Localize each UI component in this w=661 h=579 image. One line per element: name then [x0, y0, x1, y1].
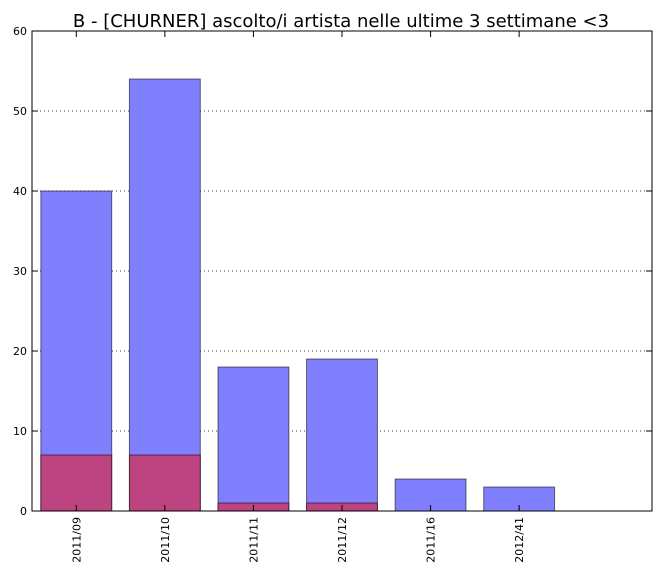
- bar-1-2011-11: [217, 366, 290, 512]
- y-tick-label: 60: [13, 25, 27, 38]
- bars: [40, 78, 556, 512]
- y-tick-label: 0: [20, 505, 27, 518]
- y-tick-label: 30: [13, 265, 27, 278]
- x-tick-label: 2011/12: [336, 517, 349, 563]
- x-axis-ticks: 2011/09 2011/10 2011/11 2011/12 2011/16 2012/…: [70, 31, 526, 563]
- chart-title: B - [CHURNER] ascolto/i artista nelle ul…: [73, 11, 609, 32]
- bar-1-2011-10: [128, 78, 201, 512]
- x-tick-label: 2011/16: [425, 517, 438, 563]
- x-tick-label: 2011/11: [247, 517, 260, 563]
- y-tick-label: 20: [13, 345, 27, 358]
- x-tick-label: 2012/41: [513, 517, 526, 563]
- y-axis-ticks: 0 10 20 30 40 50 60: [13, 25, 652, 518]
- bar-2-2011-09: [40, 454, 113, 512]
- y-tick-label: 40: [13, 185, 27, 198]
- gridlines: [32, 110, 652, 432]
- bar-1-2011-12: [306, 358, 378, 512]
- x-tick-label: 2011/09: [70, 517, 83, 563]
- x-tick-label: 2011/10: [159, 517, 172, 563]
- bar-2-2011-10: [128, 454, 201, 512]
- y-tick-label: 10: [13, 425, 27, 438]
- y-tick-label: 50: [13, 105, 27, 118]
